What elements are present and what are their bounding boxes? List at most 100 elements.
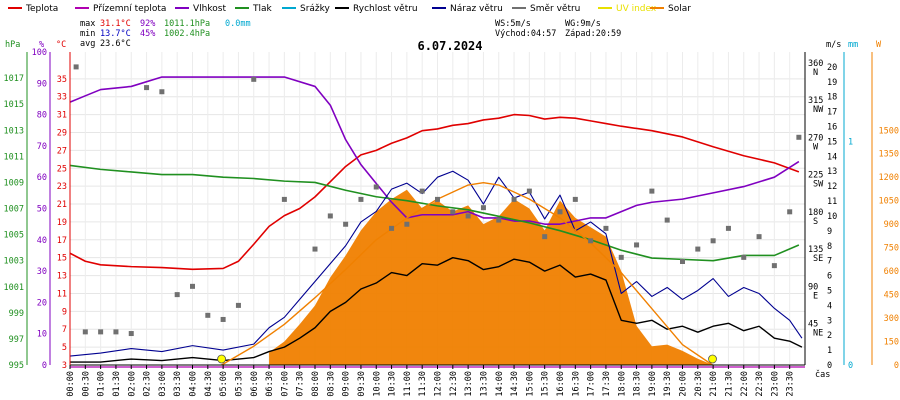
wind-direction-point [404, 221, 410, 227]
axis-dir-degree-label: 225 [808, 171, 823, 181]
axis-degc-tick-label: 33 [57, 93, 67, 103]
series-line-teplota [69, 113, 800, 271]
axis-hpa-tick-label: 1003 [4, 257, 24, 267]
wind-direction-point [618, 254, 624, 260]
wind-direction-point [664, 217, 670, 223]
wind-direction-point [113, 329, 119, 335]
x-tick-label: 06:00 [250, 371, 260, 397]
wind-direction-points [73, 64, 802, 364]
x-tick-label: 18:30 [633, 371, 643, 397]
x-tick-label: 12:30 [449, 371, 459, 397]
axis-ms-tick-label: 14 [827, 152, 837, 162]
axis-dir-compass-label: NE [813, 329, 823, 339]
axis-dir-compass-label: E [813, 291, 818, 301]
axis-degc-tick-label: 35 [57, 75, 67, 85]
wind-direction-point [128, 331, 134, 337]
x-tick-label: 05:30 [234, 371, 244, 397]
stats-max-hum: 92% [140, 19, 155, 29]
x-tick-label: 14:00 [495, 371, 505, 397]
x-tick-label: 17:30 [602, 371, 612, 397]
axis-ms-tick-label: 2 [827, 331, 832, 341]
axis-title-pct: % [39, 40, 44, 50]
axis-hpa-tick-label: 997 [9, 335, 24, 345]
wind-direction-point [634, 242, 640, 248]
axis-ms-tick-label: 15 [827, 137, 837, 147]
stats-block: max 31.1°C 92% 1011.1hPa 0.0mm min 13.7°… [80, 19, 621, 49]
axis-pct-tick-label: 80 [37, 111, 47, 121]
wind-direction-point [710, 238, 716, 244]
axis-title-ms: m/s [826, 40, 841, 50]
axis-degc-tick-label: 19 [57, 218, 67, 228]
legend-label: Solar [668, 4, 691, 14]
axis-pct-tick-label: 100 [32, 48, 47, 58]
stats-min-hum: 45% [140, 29, 155, 39]
axis-degc-tick-label: 5 [62, 343, 67, 353]
series-line-solar [221, 181, 713, 366]
solar-area-series [269, 189, 714, 365]
axis-pct-tick-label: 60 [37, 173, 47, 183]
wind-direction-point [435, 196, 440, 202]
wind-direction-point [159, 89, 165, 95]
wind-direction-point [588, 238, 594, 244]
axis-pct-tick-label: 0 [42, 361, 47, 371]
legend-label: Srážky [300, 4, 331, 14]
x-tick-label: 04:00 [189, 371, 199, 397]
stats-ws: WS:5m/s [495, 19, 531, 29]
x-tick-label: 20:00 [679, 371, 689, 397]
stats-sunset: Západ:20:59 [565, 29, 621, 39]
wind-direction-point [220, 316, 226, 322]
legend-label: Rychlost větru [353, 4, 418, 14]
axis-pct-tick-label: 50 [37, 205, 47, 215]
wind-direction-point [526, 188, 532, 194]
axis-degc-tick-label: 25 [57, 164, 67, 174]
x-tick-label: 10:30 [388, 371, 398, 397]
axis-degc-tick-label: 27 [57, 146, 67, 156]
axis-hpa-tick-label: 1017 [4, 74, 24, 84]
wind-direction-point [480, 205, 486, 211]
axis-hpa-tick-label: 1009 [4, 178, 24, 188]
axis-ms-tick-label: 11 [827, 197, 837, 207]
wind-direction-point [343, 221, 349, 227]
axis-degc-tick-label: 23 [57, 182, 67, 192]
axis-ms-tick-label: 7 [827, 257, 832, 267]
stats-min-press: 1002.4hPa [164, 29, 210, 39]
x-tick-label: 11:00 [403, 371, 413, 397]
axis-hpa-tick-label: 1007 [4, 205, 24, 215]
axis-pct-tick-label: 10 [37, 330, 47, 340]
axis-mm-tick-label: 0 [848, 361, 853, 371]
wind-direction-point [251, 76, 257, 82]
wind-direction-point [542, 234, 548, 240]
solar-measured-area [269, 189, 714, 365]
x-tick-label: 07:30 [296, 371, 306, 397]
wind-direction-point [389, 225, 395, 231]
legend-label: Vlhkost [193, 4, 226, 14]
wind-direction-point [756, 234, 762, 240]
x-tick-label: 03:30 [173, 371, 183, 397]
axis-dir-compass-label: SE [813, 254, 823, 264]
axis-ms-tick-label: 20 [827, 63, 837, 73]
x-tick-label: 10:00 [372, 371, 382, 397]
x-tick-label: 23:30 [786, 371, 796, 397]
x-tick-label: 03:00 [158, 371, 168, 397]
x-tick-label: 19:30 [663, 371, 673, 397]
wind-direction-point [695, 246, 701, 252]
axis-ms-tick-label: 10 [827, 212, 837, 222]
axis-hpa-tick-label: 1015 [4, 100, 24, 110]
legend-label: UV index [616, 4, 657, 14]
wind-direction-point [557, 209, 563, 215]
x-tick-label: 14:30 [510, 371, 520, 397]
x-tick-label: 21:30 [724, 371, 734, 397]
x-tick-label: 18:00 [617, 371, 627, 397]
stats-min-temp: 13.7°C [100, 29, 131, 39]
x-tick-label: 22:00 [740, 371, 750, 397]
axis-pct-tick-label: 70 [37, 142, 47, 152]
x-tick-label: 02:00 [127, 371, 137, 397]
legend-label: Teplota [25, 4, 58, 14]
axis-hpa-tick-label: 1011 [4, 152, 24, 162]
chart-title: 6.07.2024 [417, 39, 482, 53]
axis-mm-tick-label: 1 [848, 137, 853, 147]
axis-dir-compass-label: W [813, 142, 819, 152]
x-tick-label: 11:30 [418, 371, 428, 397]
axis-ms-tick-label: 6 [827, 272, 832, 282]
